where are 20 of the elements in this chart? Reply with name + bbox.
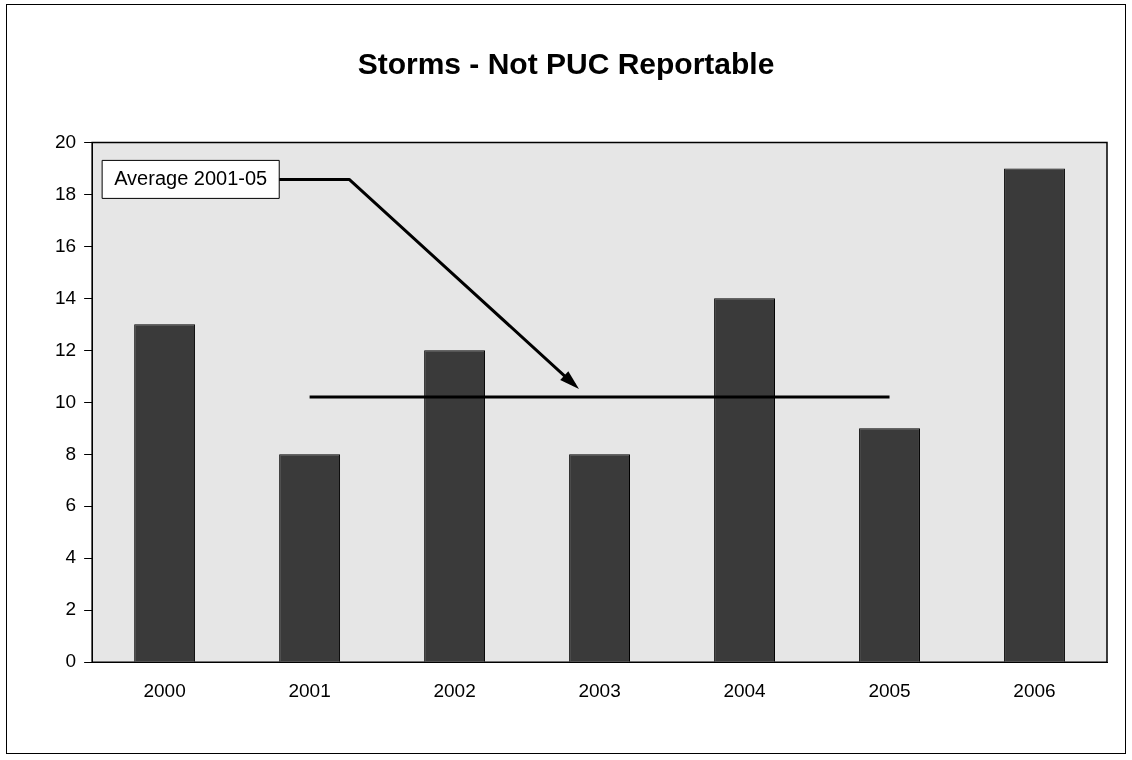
chart-title: Storms - Not PUC Reportable (356, 47, 776, 81)
y-tick-label: 8 (65, 442, 77, 464)
y-tick-label: 2 (65, 598, 77, 620)
y-tick-label: 16 (54, 234, 77, 256)
y-tick-label: 18 (54, 182, 77, 204)
y-tick-label: 4 (65, 546, 77, 568)
x-tick-label: 2000 (143, 679, 186, 701)
y-tick-label: 0 (65, 650, 77, 672)
x-tick-label: 2003 (578, 679, 621, 701)
x-tick-label: 2002 (433, 679, 476, 701)
y-tick-label: 12 (54, 338, 77, 360)
y-tick-label: 6 (65, 494, 77, 516)
x-tick-label: 2005 (868, 679, 911, 701)
x-tick-label: 2004 (723, 679, 767, 701)
y-tick-label: 10 (54, 390, 77, 412)
y-tick-label: 20 (54, 130, 77, 152)
x-tick-label: 2006 (1013, 679, 1056, 701)
x-tick-label: 2001 (288, 679, 331, 701)
text: Average 2001-05 (114, 166, 268, 189)
y-tick-label: 14 (54, 286, 77, 308)
